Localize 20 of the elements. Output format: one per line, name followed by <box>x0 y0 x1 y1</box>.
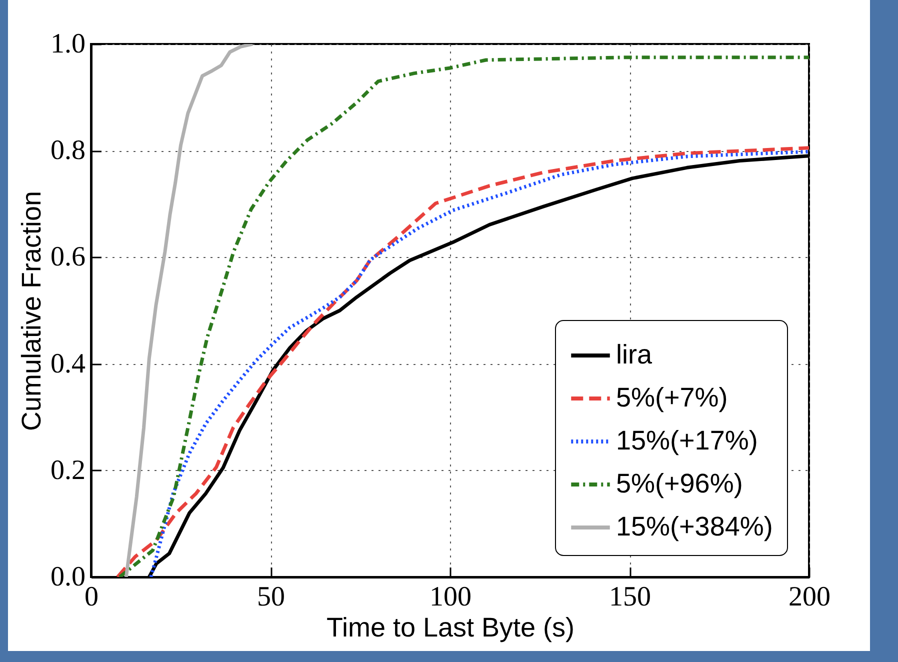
line-series <box>118 56 809 577</box>
y-tick-label: 0.4 <box>50 348 86 380</box>
x-tick-label: 0 <box>84 582 98 612</box>
x-tick-label: 150 <box>609 582 651 612</box>
y-axis-title: Cumulative Fraction <box>16 190 46 432</box>
legend-label: 15%(+17%) <box>616 426 758 456</box>
y-tick-label: 0.2 <box>50 454 86 486</box>
legend-label: 15%(+384%) <box>616 512 773 542</box>
legend-label: 5%(+96%) <box>616 468 743 498</box>
x-tick-label: 100 <box>430 582 472 612</box>
x-axis-title: Time to Last Byte (s) <box>326 612 575 642</box>
x-tick-label: 50 <box>257 582 285 612</box>
y-tick-label: 0.6 <box>50 242 86 273</box>
line-series <box>124 44 254 577</box>
legend-label: 5%(+7%) <box>616 382 728 412</box>
y-tick-label: 0.8 <box>50 135 86 166</box>
y-tick-label: 0.0 <box>50 562 86 592</box>
x-tick-label: 200 <box>788 582 830 612</box>
legend-label: lira <box>616 340 653 370</box>
y-tick-label: 1.0 <box>50 28 86 60</box>
